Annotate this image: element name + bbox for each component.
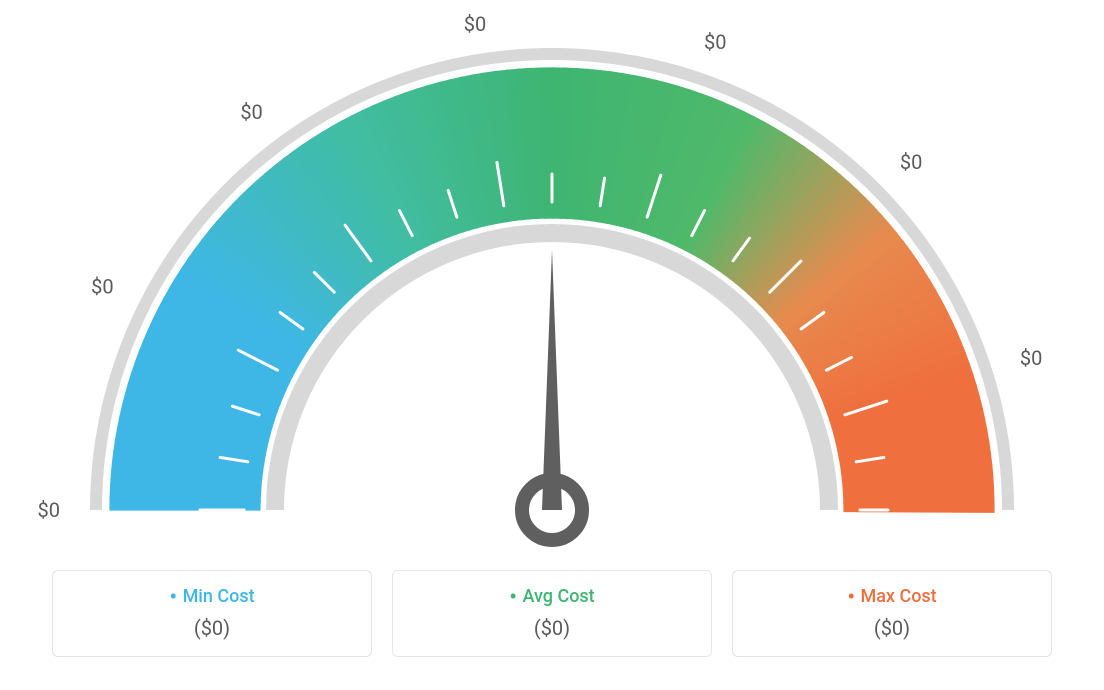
gauge-tick-label: $0 bbox=[91, 275, 113, 299]
gauge-tick-label: $0 bbox=[704, 30, 726, 54]
legend-title-max: Max Cost bbox=[753, 585, 1031, 610]
gauge-tick-label: $0 bbox=[240, 100, 262, 124]
gauge-needle bbox=[542, 250, 562, 510]
legend-value-max: ($0) bbox=[753, 616, 1031, 640]
gauge-tick-label: $0 bbox=[900, 150, 922, 174]
legend-card-max: Max Cost ($0) bbox=[732, 570, 1052, 657]
legend-value-min: ($0) bbox=[73, 616, 351, 640]
legend-card-min: Min Cost ($0) bbox=[52, 570, 372, 657]
legend-title-avg: Avg Cost bbox=[413, 585, 691, 610]
gauge-svg: $0 $0 $0 $0 $0 $0 $0 bbox=[0, 0, 1104, 560]
legend-value-avg: ($0) bbox=[413, 616, 691, 640]
legend-row: Min Cost ($0) Avg Cost ($0) Max Cost ($0… bbox=[0, 570, 1104, 657]
gauge-tick-label: $0 bbox=[1020, 346, 1042, 370]
gauge-chart: $0 $0 $0 $0 $0 $0 $0 bbox=[0, 0, 1104, 560]
gauge-tick-label: $0 bbox=[38, 498, 60, 522]
legend-title-min: Min Cost bbox=[73, 585, 351, 610]
legend-card-avg: Avg Cost ($0) bbox=[392, 570, 712, 657]
gauge-tick-label: $0 bbox=[464, 12, 486, 36]
